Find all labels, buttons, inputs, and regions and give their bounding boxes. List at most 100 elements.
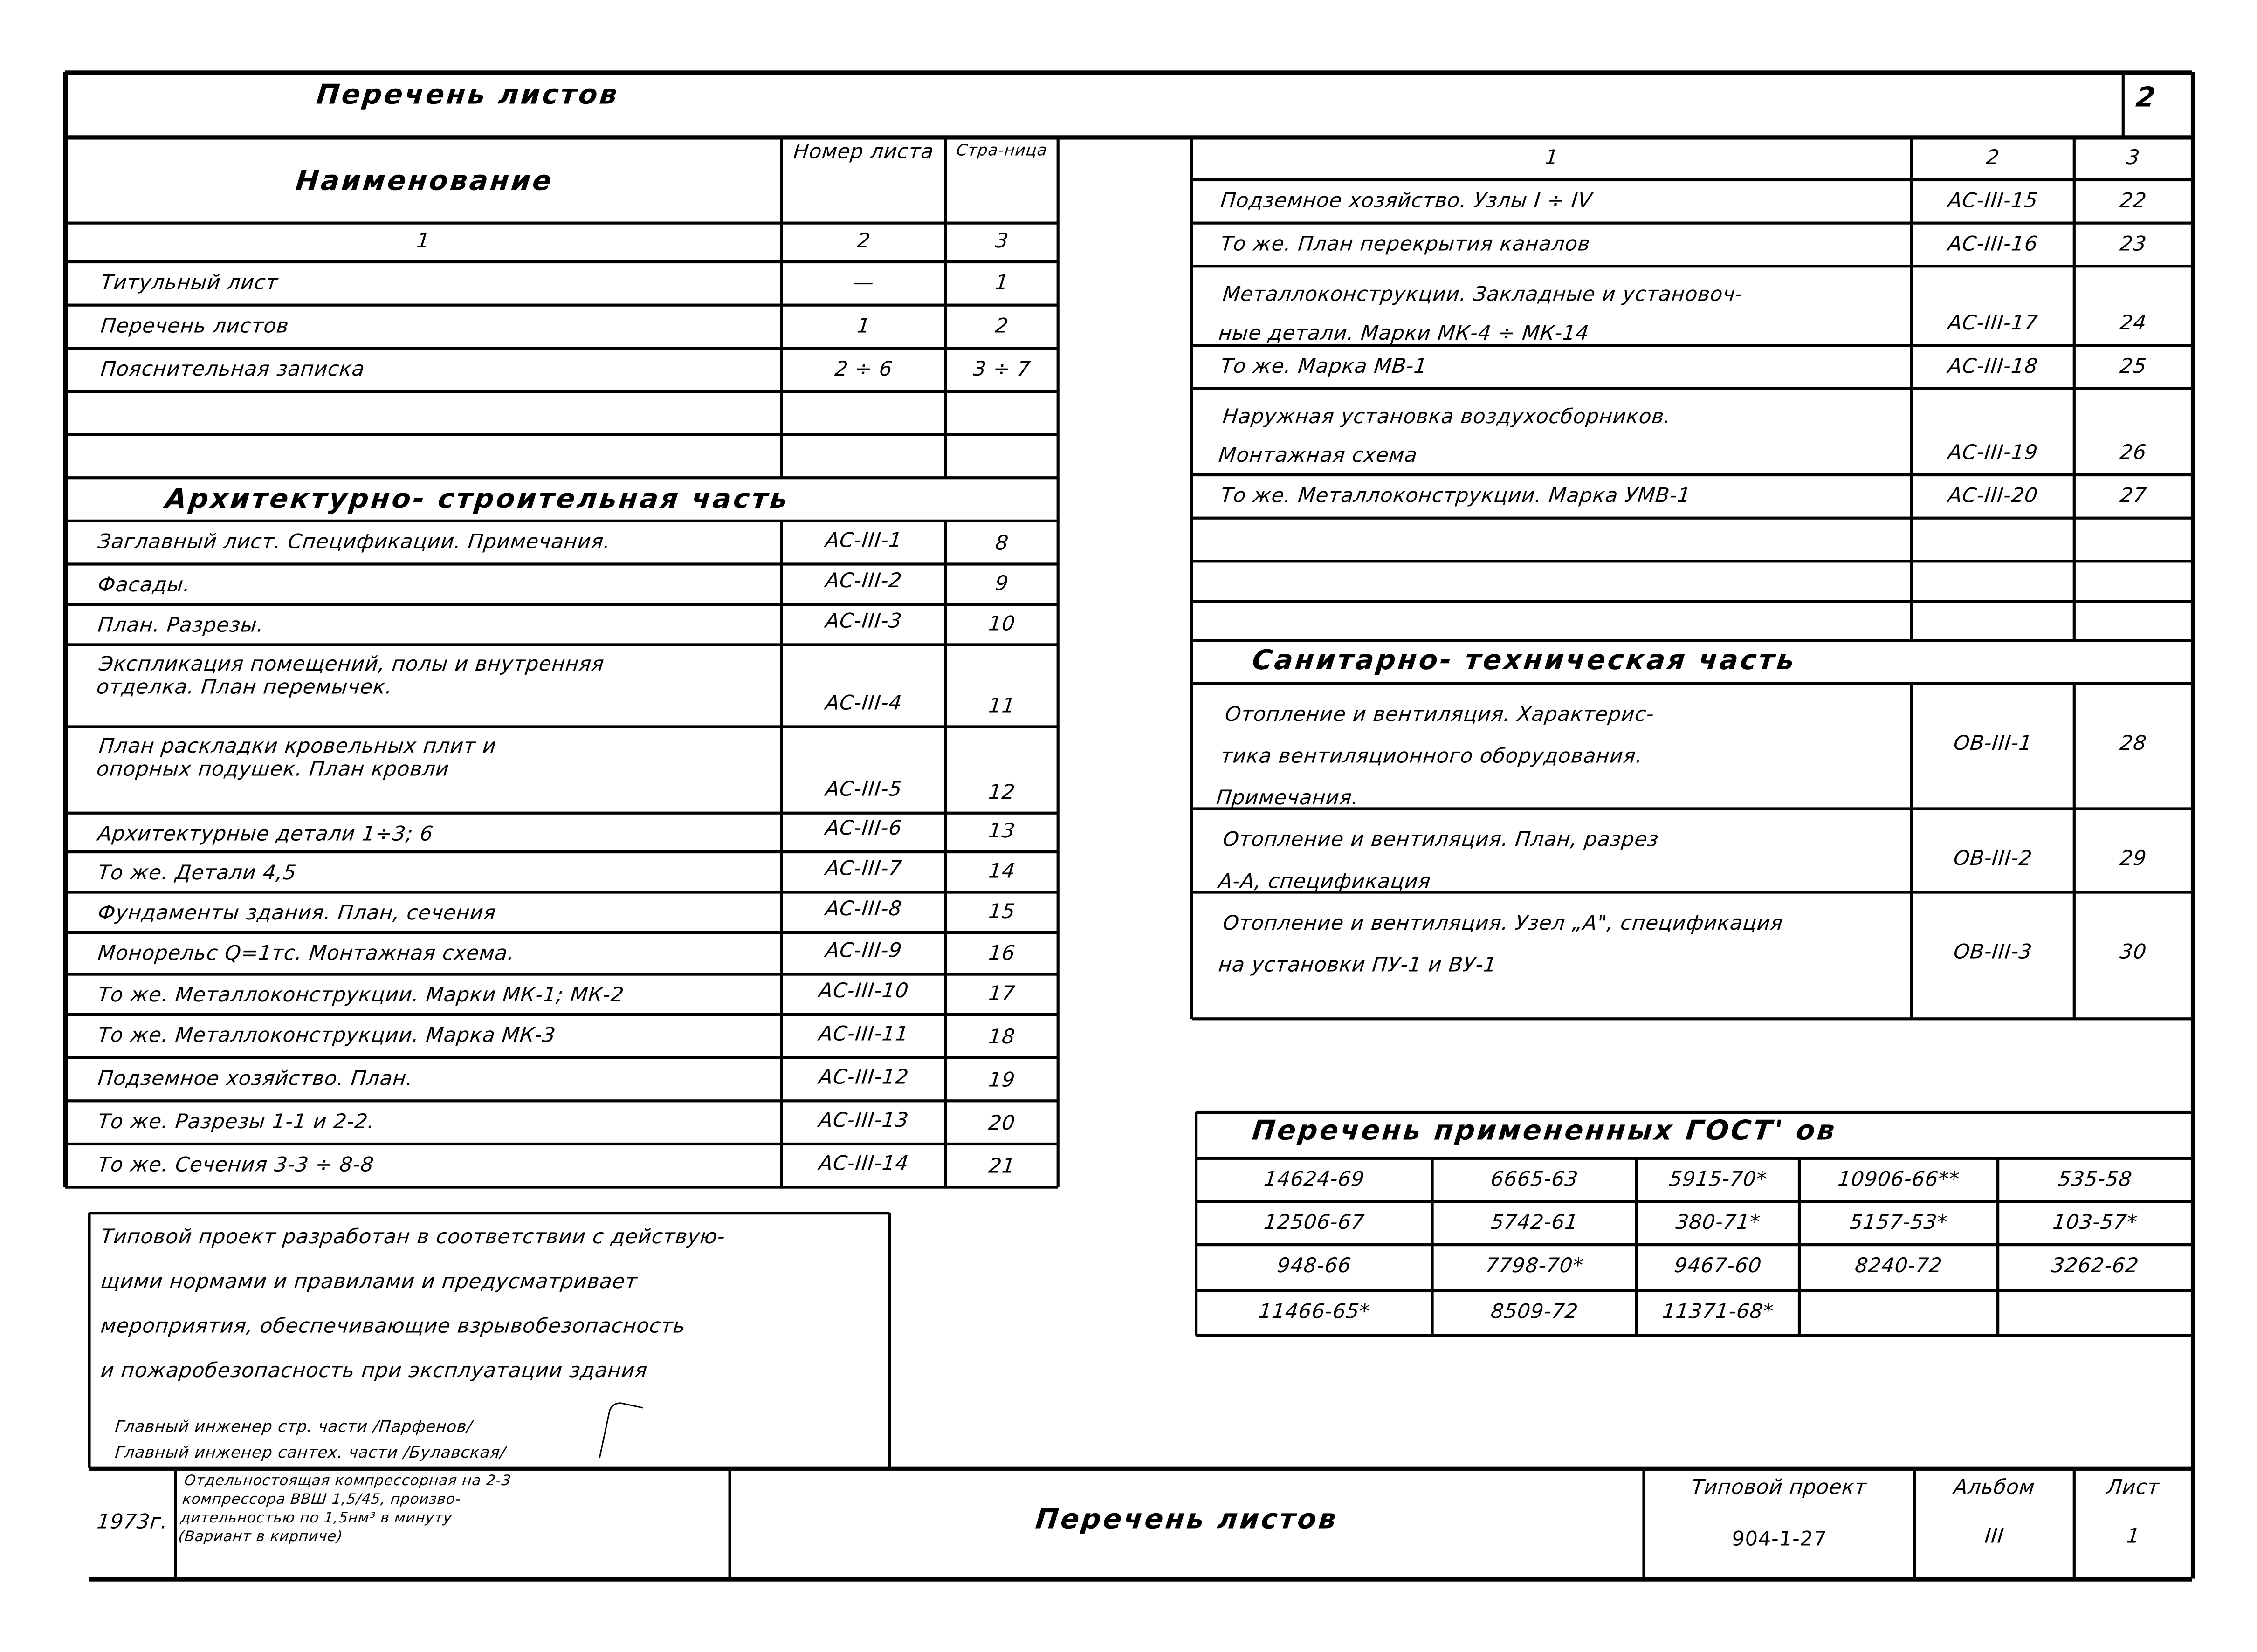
rule-line <box>64 603 1058 606</box>
rule-line <box>64 476 1058 480</box>
list-item-page: 22 <box>2119 190 2148 213</box>
list-item-name: То же. Марка МВ-1 <box>1219 355 1429 379</box>
list-item-page: 3 ÷ 7 <box>971 358 1032 382</box>
list-item-number: ОВ-III-2 <box>1952 847 2033 871</box>
list-item-name: Заглавный лист. Спецификации. Примечания… <box>96 531 612 554</box>
rule-line <box>1191 891 2193 894</box>
rule-line <box>1797 1158 1801 1336</box>
rule-line <box>64 134 2193 139</box>
list-item-number: 2 ÷ 6 <box>833 358 894 382</box>
column-number: 1 <box>415 230 431 254</box>
rule-line <box>2121 72 2125 137</box>
gost-code: 12506-67 <box>1262 1212 1366 1235</box>
list-item-page: 17 <box>987 983 1017 1006</box>
rule-line <box>944 1101 947 1144</box>
rule-line <box>1196 1289 2193 1293</box>
rule-line <box>944 521 947 564</box>
rule-line <box>1191 344 2193 347</box>
rule-line <box>64 433 1058 436</box>
rule-line <box>62 72 67 1187</box>
gost-code: 948-66 <box>1276 1254 1353 1278</box>
rule-line <box>780 727 783 813</box>
list-item-page: 11 <box>987 695 1017 718</box>
list-item-number: — <box>852 272 875 295</box>
column-number: 2 <box>1985 146 2001 170</box>
gost-code: 535-58 <box>2057 1168 2133 1192</box>
handwritten-signature <box>599 1400 644 1465</box>
note-line: и пожаробезопасность при эксплуатации зд… <box>99 1360 649 1383</box>
album-label: Альбом <box>1952 1476 2037 1500</box>
list-item-name: План раскладки кровельных плит и опорных… <box>95 735 498 781</box>
list-item-page: 10 <box>987 613 1017 636</box>
list-item-name: То же. Металлоконструкции. Марки МК-1; М… <box>96 984 626 1008</box>
sheet-label: Лист <box>2106 1476 2161 1500</box>
list-item-page: 30 <box>2119 941 2148 964</box>
gost-code: 8240-72 <box>1853 1254 1944 1278</box>
list-item-page: 8 <box>994 532 1010 555</box>
list-item-page: 26 <box>2119 442 2148 465</box>
rule-line <box>944 644 947 727</box>
rule-line <box>1431 1158 1434 1336</box>
rule-line <box>1196 1334 2193 1337</box>
rule-line <box>944 1057 947 1101</box>
list-item-name: Подземное хозяйство. Узлы I ÷ IV <box>1219 190 1594 213</box>
list-item-name: Фасады. <box>96 574 192 597</box>
rule-line <box>944 564 947 604</box>
rule-line <box>1195 1112 1198 1336</box>
list-item-name: Перечень листов <box>99 315 290 338</box>
note-line: щими нормами и правилами и предусматрива… <box>99 1270 639 1294</box>
rule-line <box>1913 1467 1916 1579</box>
column-number: 3 <box>994 230 1010 254</box>
rule-line <box>1191 639 2193 642</box>
gost-code: 6665-63 <box>1489 1168 1579 1192</box>
project-description: Отдельностоящая компрессорная на 2-3 ком… <box>177 1474 512 1546</box>
list-item-number: АС-III-13 <box>817 1109 910 1133</box>
rule-line <box>64 1013 1058 1016</box>
rule-line <box>64 1142 1058 1146</box>
page-title: Перечень листов <box>315 79 621 111</box>
list-item-name: То же. Детали 4,5 <box>96 862 298 885</box>
column-number: 3 <box>2125 146 2141 170</box>
rule-line <box>1191 807 2193 810</box>
rule-line <box>1996 1158 2000 1336</box>
rule-line <box>1191 387 2193 390</box>
gost-code: 380-71* <box>1674 1212 1762 1235</box>
list-item-page: 15 <box>987 901 1017 924</box>
rule-line <box>64 562 1058 566</box>
rule-line <box>64 973 1058 976</box>
list-item-page: 29 <box>2119 847 2148 871</box>
list-item-name: То же. Металлоконструкции. Марка УМВ-1 <box>1219 485 1692 508</box>
gost-code: 103-57* <box>2051 1212 2139 1235</box>
list-item-name: Металлоконструкции. Закладные и установо… <box>1217 283 1744 346</box>
section-title-architecture: Архитектурно- строительная часть <box>164 483 791 515</box>
gost-code: 10906-66** <box>1837 1168 1961 1192</box>
rule-line <box>780 137 783 478</box>
rule-line <box>780 1144 783 1187</box>
list-item-number: АС-III-14 <box>817 1152 910 1176</box>
rule-line <box>1191 221 2193 225</box>
list-item-number: ОВ-III-1 <box>1952 732 2033 755</box>
list-item-number: АС-III-8 <box>824 898 903 921</box>
gost-code: 11371-68* <box>1661 1301 1775 1324</box>
list-item-number: АС-III-3 <box>824 610 903 633</box>
list-item-number: АС-III-15 <box>1947 190 2039 213</box>
list-item-number: АС-III-1 <box>824 529 903 553</box>
rule-line <box>944 852 947 892</box>
rule-line <box>1910 683 1913 809</box>
list-item-name: Подземное хозяйство. План. <box>96 1068 414 1091</box>
list-item-page: 21 <box>987 1155 1017 1179</box>
list-item-number: ОВ-III-3 <box>1952 941 2033 964</box>
rule-line <box>64 643 1058 646</box>
rule-line <box>780 892 783 933</box>
rule-line <box>780 813 783 852</box>
gost-code: 9467-60 <box>1673 1254 1763 1278</box>
rule-line <box>780 644 783 727</box>
rule-line <box>64 519 1058 522</box>
rule-line <box>2073 1467 2076 1579</box>
rule-line <box>1056 137 1060 1187</box>
list-item-name: Монорельс Q=1тс. Монтажная схема. <box>96 942 516 966</box>
rule-line <box>89 1576 2193 1581</box>
signature-line-construction: Главный инженер стр. части /Парфенов/ <box>114 1417 474 1436</box>
list-item-page: 1 <box>994 272 1010 295</box>
rule-line <box>944 1144 947 1187</box>
